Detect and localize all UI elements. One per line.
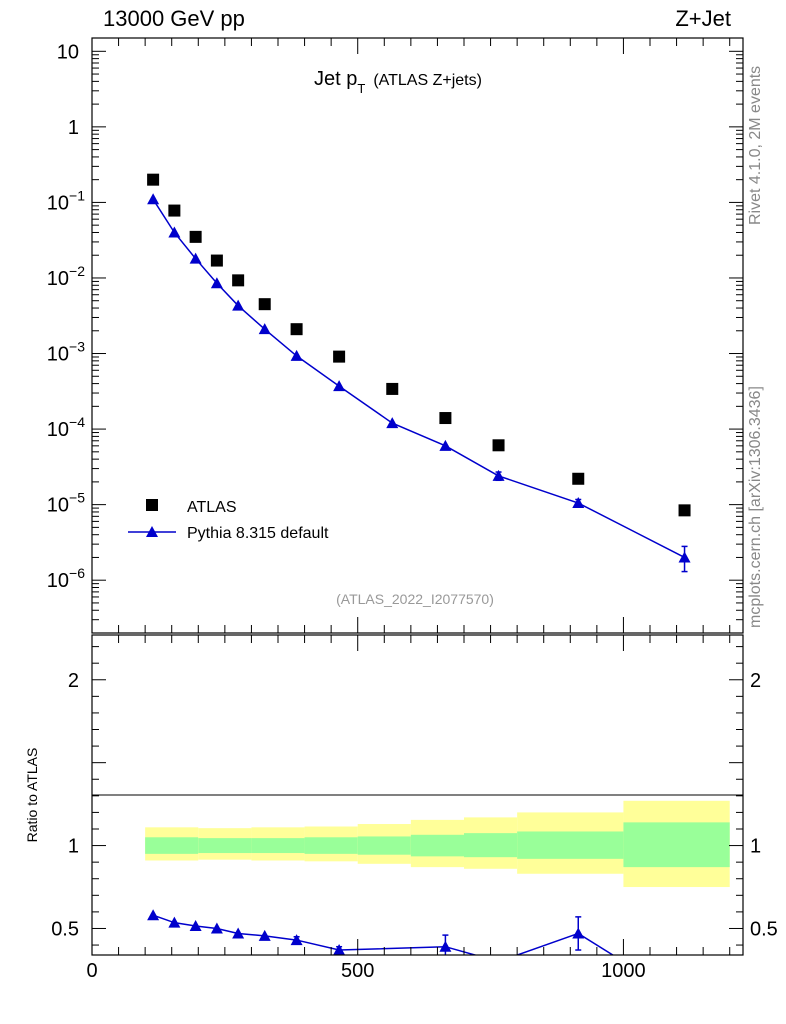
ratio-band-inner <box>517 831 624 859</box>
main-panel: 10 1 10−1 10−2 10−3 10−4 10−5 10−6 Jet pT (ATLAS… <box>47 37 744 634</box>
atlas-point <box>386 382 399 395</box>
x-tick-label: 500 <box>341 960 374 982</box>
atlas-point <box>232 274 245 287</box>
header-right: Z+Jet <box>675 6 731 31</box>
y-tick-label: 10 <box>57 41 79 63</box>
y-tick-label: 10−1 <box>47 187 85 214</box>
atlas-point <box>333 350 346 363</box>
ratio-point <box>168 916 181 928</box>
atlas-point <box>258 298 271 311</box>
atlas-point <box>189 230 202 243</box>
ratio-band-inner <box>251 838 305 854</box>
ratio-point <box>147 909 160 921</box>
side-rivet-label: Rivet 4.1.0, 2M events <box>747 66 764 225</box>
pythia-point <box>168 226 181 238</box>
atlas-point <box>168 204 181 217</box>
atlas-point <box>210 254 223 267</box>
ratio-point <box>333 944 346 955</box>
ratio-tick-label-left: 0.5 <box>51 918 79 940</box>
atlas-point <box>572 472 585 485</box>
pythia-point <box>290 349 303 361</box>
ratio-band-inner <box>304 837 358 854</box>
x-tick-label: 1000 <box>601 960 646 982</box>
y-tick-label: 10−3 <box>47 339 85 366</box>
pythia-point <box>147 193 160 205</box>
ratio-frame <box>91 634 744 956</box>
ratio-point <box>439 940 452 952</box>
side-mcplots-label: mcplots.cern.ch [arXiv:1306.3436] <box>747 386 764 628</box>
ratio-point <box>290 934 303 946</box>
ratio-tick-label-left: 1 <box>68 836 79 858</box>
main-frame <box>91 37 744 634</box>
legend-pythia-marker <box>146 526 158 537</box>
pythia-point <box>492 469 505 481</box>
y-tick-label: 10−4 <box>47 414 85 441</box>
y-tick-label: 10−2 <box>47 263 85 290</box>
ratio-point <box>493 956 505 967</box>
plot-title: Jet pT (ATLAS Z+jets) <box>314 68 482 96</box>
ratio-band-inner <box>410 834 464 857</box>
atlas-point <box>147 173 160 186</box>
pythia-point <box>258 323 271 335</box>
pythia-point <box>232 299 245 311</box>
atlas-point <box>290 323 303 336</box>
ratio-point <box>189 919 202 931</box>
pythia-point <box>189 252 202 264</box>
legend-atlas-label: ATLAS <box>187 499 237 516</box>
pythia-point <box>386 417 399 429</box>
pythia-point <box>572 497 585 509</box>
ratio-tick-label-right: 2 <box>750 670 761 692</box>
atlas-point <box>439 412 452 425</box>
pythia-point <box>333 380 346 392</box>
ratio-band-inner <box>198 838 252 854</box>
ratio-band-inner <box>145 837 199 854</box>
analysis-id-watermark: (ATLAS_2022_I2077570) <box>336 591 494 607</box>
legend-atlas-marker <box>146 499 158 511</box>
ratio-line <box>152 914 615 955</box>
pythia-point <box>678 551 691 563</box>
ratio-band-inner <box>464 833 518 858</box>
x-tick-label: 0 <box>86 960 97 982</box>
ratio-tick-label-right: 1 <box>750 836 761 858</box>
ratio-band-inner <box>357 836 411 855</box>
y-tick-label: 10−5 <box>47 490 85 517</box>
ratio-band-inner <box>623 822 730 868</box>
header-left: 13000 GeV pp <box>103 6 245 31</box>
ratio-point <box>572 927 585 939</box>
legend-pythia-label: Pythia 8.315 default <box>187 525 329 542</box>
atlas-point <box>678 504 691 517</box>
y-tick-label: 10−6 <box>47 565 85 592</box>
legend: ATLAS Pythia 8.315 default <box>128 499 329 542</box>
atlas-point <box>492 439 505 452</box>
ratio-point <box>232 927 245 939</box>
ratio-point <box>258 929 271 941</box>
pythia-point <box>210 277 223 289</box>
ratio-tick-label-right: 0.5 <box>750 918 778 940</box>
ratio-tick-label-left: 2 <box>68 670 79 692</box>
pythia-point <box>439 439 452 451</box>
y-tick-label: 1 <box>68 117 79 139</box>
ratio-ylabel: Ratio to ATLAS <box>24 748 40 843</box>
ratio-point <box>210 922 223 934</box>
ratio-panel: 0.5 0.5 1 1 2 2 Ratio to ATLAS <box>24 634 778 967</box>
